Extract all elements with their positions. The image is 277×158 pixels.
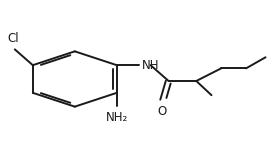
Text: Cl: Cl [7, 32, 19, 46]
Text: O: O [157, 105, 166, 118]
Text: NH₂: NH₂ [106, 111, 128, 124]
Text: NH: NH [142, 59, 159, 72]
